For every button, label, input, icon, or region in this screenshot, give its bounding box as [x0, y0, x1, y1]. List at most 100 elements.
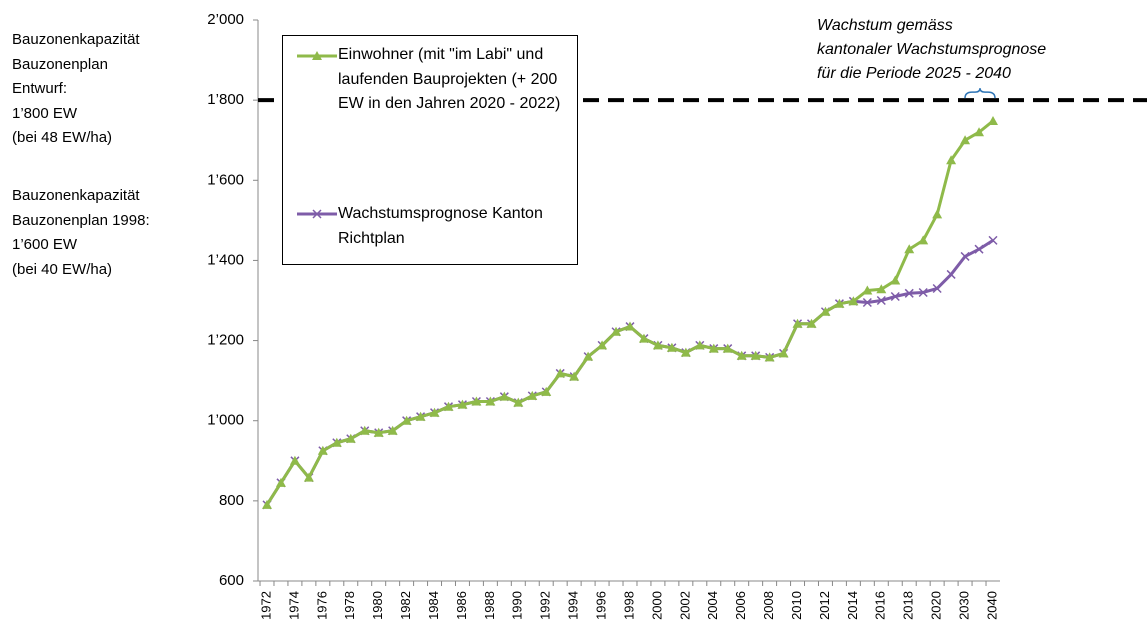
x-tick-label: 1976 [314, 591, 329, 620]
marker [974, 127, 985, 137]
marker [638, 333, 649, 343]
marker [736, 350, 747, 360]
marker [312, 209, 322, 219]
marker [778, 348, 789, 358]
marker [806, 318, 817, 328]
marker [415, 411, 426, 421]
marker [862, 285, 873, 295]
marker [611, 326, 622, 336]
marker [960, 251, 970, 261]
marker [359, 425, 370, 435]
x-tick-label: 2014 [845, 591, 860, 620]
marker [373, 427, 384, 437]
note-line: Bauzonenkapazität [12, 187, 140, 204]
marker [345, 433, 356, 443]
marker [597, 340, 608, 350]
note: Bauzonenkapazität Bauzonenplan Entwurf: 1’8… [12, 28, 140, 151]
y-tick-label: 1’200 [207, 332, 244, 349]
x-tick-label: 2006 [733, 591, 748, 620]
marker [387, 425, 398, 435]
x-tick-label: 2016 [873, 591, 888, 620]
brace [964, 88, 996, 99]
x-tick-label: 2008 [761, 591, 776, 620]
marker [946, 155, 957, 165]
legend: Einwohner (mit "im Labi" und laufenden B… [282, 35, 578, 265]
marker [918, 287, 928, 298]
marker [312, 51, 322, 60]
marker [471, 396, 482, 406]
series-line [265, 239, 994, 506]
legend-label: Wachstumsprognose Kanton Richtplan [338, 205, 543, 247]
marker [499, 391, 510, 401]
x-tick-label: 1988 [482, 591, 497, 620]
marker [652, 340, 663, 350]
marker [848, 296, 859, 306]
note-line: (bei 40 EW/ha) [12, 260, 113, 278]
note-line: 1’600 EW [12, 236, 78, 253]
marker [262, 499, 272, 509]
x-tick-label: 2010 [789, 591, 804, 620]
marker [275, 477, 286, 487]
marker [527, 390, 538, 400]
y-tick-label: 1’400 [207, 251, 244, 268]
marker [792, 318, 803, 328]
marker [750, 350, 761, 360]
marker [680, 347, 691, 357]
x-tick-label: 2018 [901, 591, 916, 620]
marker [876, 295, 886, 306]
x-tick-label: 1978 [342, 591, 357, 620]
marker [988, 115, 998, 125]
marker [988, 235, 998, 245]
marker [485, 396, 496, 406]
x-tick-label: 1990 [510, 591, 525, 620]
annotation-line: kantonaler Wachstumsprognose [817, 41, 1047, 58]
marker [862, 297, 872, 308]
marker [834, 298, 845, 308]
note-line: (bei 48 EW/ha) [12, 129, 113, 146]
y-tick-label: 800 [219, 492, 244, 509]
note-line: Bauzonenkapazität [12, 31, 140, 48]
marker [541, 386, 552, 396]
y-tick-label: 1’600 [207, 171, 244, 188]
marker [666, 342, 677, 352]
marker [569, 371, 580, 381]
annotation-line: für die Periode 2025 - 2040 [817, 65, 1011, 82]
marker [303, 472, 314, 482]
marker [555, 368, 566, 378]
marker [960, 135, 971, 145]
marker [722, 343, 733, 353]
marker [694, 340, 705, 350]
x-tick-label: 1974 [286, 591, 301, 620]
note: Bauzonenkapazität Bauzonenplan 1998: 1’600… [12, 184, 150, 282]
y-tick-label: 2’000 [207, 11, 244, 28]
x-tick-label: 1972 [258, 591, 273, 620]
note-line: Bauzonenplan [12, 55, 108, 73]
marker [974, 244, 984, 254]
x-tick-label: 2040 [984, 591, 999, 620]
marker [820, 306, 831, 316]
annotation: Wachstum gemäss kantonaler Wachstumsprogn… [817, 14, 1046, 86]
x-tick-label: 2000 [649, 591, 664, 620]
x-tick-label: 1998 [621, 591, 636, 620]
x-tick-label: 2012 [817, 591, 832, 620]
x-tick-label: 2002 [677, 591, 692, 620]
marker [904, 288, 914, 298]
marker [625, 321, 635, 331]
x-tick-label: 1986 [454, 591, 469, 620]
marker [457, 399, 468, 409]
marker [443, 401, 454, 411]
x-tick-label: 1996 [594, 591, 609, 620]
annotation-line: Wachstum gemäss [817, 17, 953, 34]
marker [890, 291, 900, 302]
marker [904, 244, 915, 254]
x-tick-label: 2004 [705, 591, 720, 620]
marker [289, 455, 300, 465]
x-tick-label: 1994 [566, 591, 581, 620]
marker [932, 209, 943, 219]
marker [331, 437, 342, 447]
marker [401, 415, 412, 425]
note-line: Entwurf: [12, 80, 68, 97]
marker [890, 275, 901, 285]
marker [429, 407, 440, 417]
